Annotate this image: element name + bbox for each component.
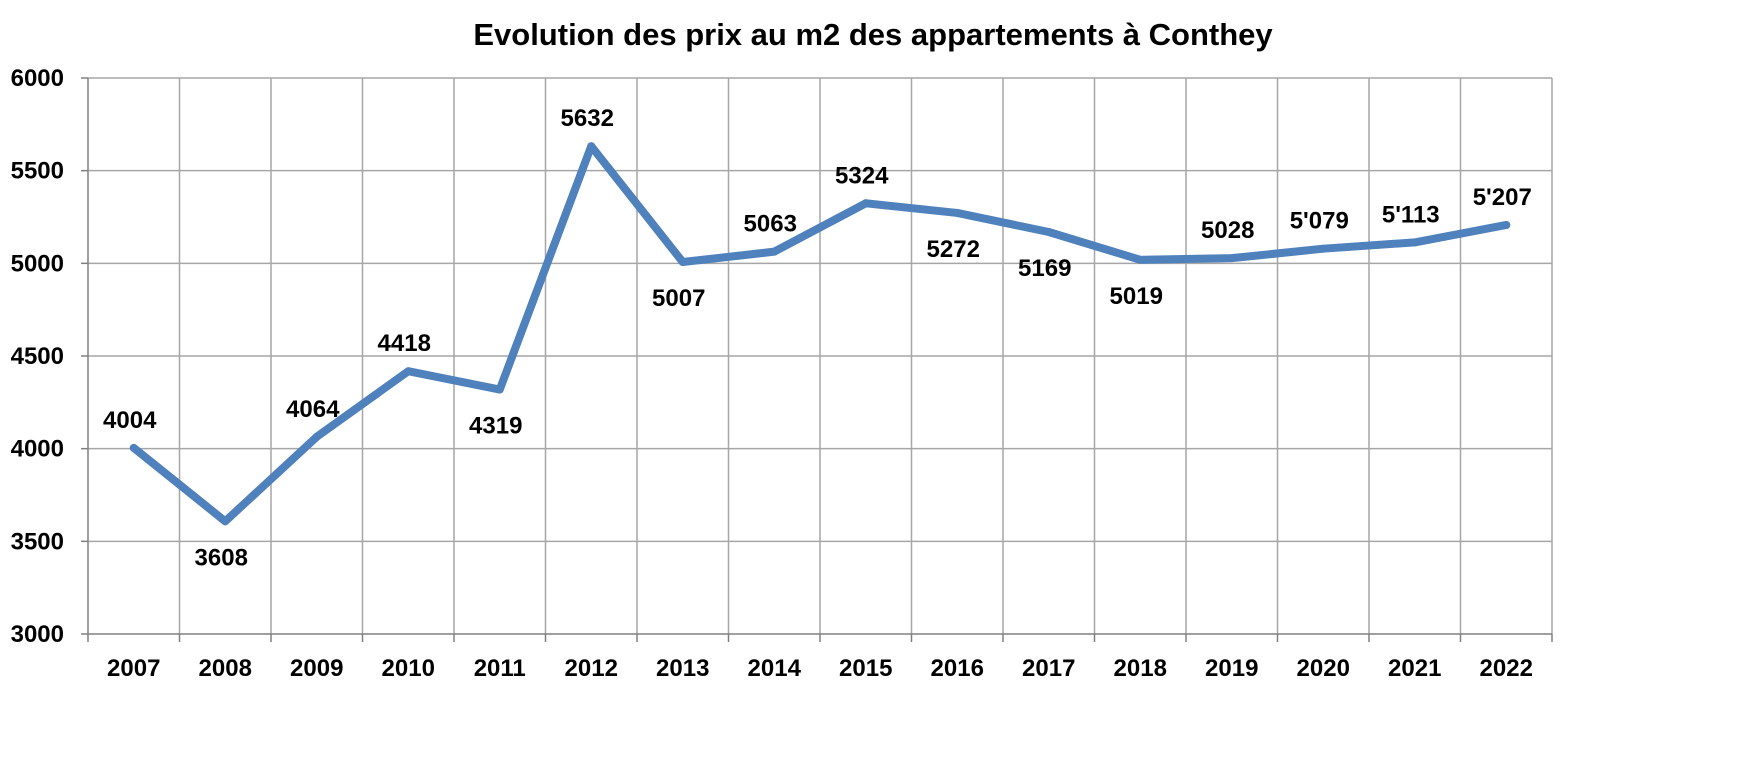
x-tick-label: 2011 [474,655,526,682]
y-axis-ticks: 3000 3500 4000 4500 5000 5500 6000 [11,65,88,648]
data-labels: 4004 3608 4064 4418 4319 5632 5007 5063 5324 5272… [103,105,1532,571]
data-label: 5'207 [1473,184,1532,211]
data-label: 5324 [835,162,889,189]
data-label: 5632 [561,105,614,132]
data-label: 5007 [652,285,705,312]
y-tick-label: 6000 [11,65,64,92]
data-label: 4004 [103,407,157,434]
data-point [861,199,870,208]
x-tick-label: 2017 [1022,655,1075,682]
x-tick-label: 2007 [107,655,160,682]
x-tick-label: 2016 [931,655,984,682]
x-tick-label: 2022 [1480,655,1533,682]
chart-title: Evolution des prix au m2 des appartement… [473,17,1273,52]
data-label: 5169 [1018,255,1071,282]
y-tick-label: 5000 [11,250,64,277]
data-point [1227,254,1236,263]
y-tick-label: 3000 [11,621,64,648]
x-tick-label: 2012 [565,655,618,682]
data-label: 5028 [1201,217,1254,244]
data-point [1319,244,1328,253]
x-tick-label: 2018 [1114,655,1167,682]
data-point [129,443,138,452]
grid-lines [88,77,1553,634]
data-point [953,208,962,217]
x-tick-label: 2020 [1297,655,1350,682]
data-label: 5063 [744,211,797,238]
x-tick-label: 2014 [748,655,802,682]
x-axis-ticks: 2007 2008 2009 2010 2011 2012 2013 2014 2015 2016… [87,634,1553,682]
y-tick-label: 3500 [11,528,64,555]
data-point [404,367,413,376]
data-label: 5272 [927,236,980,263]
data-label: 5'113 [1382,201,1440,228]
y-tick-label: 4500 [11,343,64,370]
data-point [1502,220,1511,229]
data-label: 5019 [1110,283,1163,310]
data-label: 4418 [378,330,431,357]
data-point [770,247,779,256]
data-point [587,142,596,151]
x-tick-label: 2008 [199,655,252,682]
x-tick-label: 2009 [290,655,343,682]
data-point [678,258,687,267]
x-tick-label: 2015 [839,655,892,682]
x-tick-label: 2021 [1388,655,1441,682]
data-point [1410,238,1419,247]
data-label: 4319 [469,413,522,440]
data-label: 3608 [195,544,248,571]
data-point [1136,255,1145,264]
data-label: 4064 [286,396,340,423]
data-point [495,385,504,394]
y-tick-label: 5500 [11,158,64,185]
x-tick-label: 2019 [1205,655,1258,682]
y-tick-label: 4000 [11,436,64,463]
series-line [129,142,1511,526]
data-point [221,517,230,526]
data-point [1044,228,1053,237]
data-point [312,432,321,441]
data-label: 5'079 [1290,208,1349,235]
series-line-group [129,142,1511,526]
x-tick-label: 2010 [382,655,435,682]
x-tick-label: 2013 [656,655,709,682]
